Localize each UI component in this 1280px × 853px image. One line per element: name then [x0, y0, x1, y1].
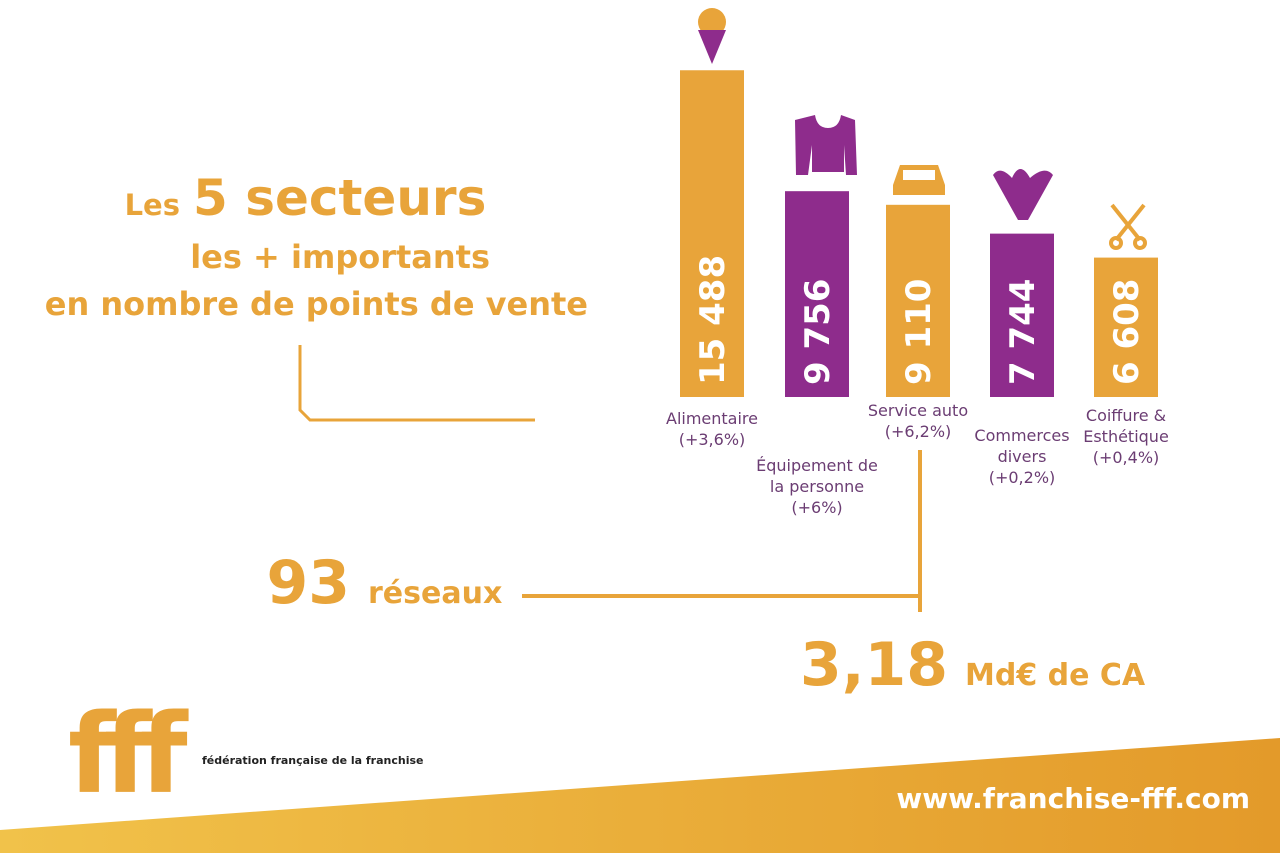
category-change: (+3,6%)	[678, 430, 746, 449]
sweater-icon	[795, 115, 857, 175]
title-lead: Les	[125, 188, 180, 222]
logo: fff	[68, 690, 189, 818]
organization-name: fédération française de la franchise	[202, 754, 423, 767]
category-label: Service auto (+6,2%)	[853, 400, 983, 442]
footer-band	[0, 738, 1280, 853]
ice-cream-icon	[698, 8, 726, 64]
value-label: 7 744	[1003, 279, 1043, 385]
category-label: Commerces divers (+0,2%)	[957, 425, 1087, 488]
bar	[886, 204, 950, 397]
bar	[1094, 257, 1158, 397]
bar	[680, 70, 744, 397]
stat-number: 3,18	[800, 630, 948, 700]
stat-unit: Md€ de CA	[965, 658, 1146, 693]
category-change: (+0,2%)	[988, 468, 1056, 487]
stat-number: 93	[267, 548, 351, 618]
category-name: Service auto	[867, 401, 969, 420]
category-label: Alimentaire (+3,6%)	[647, 408, 777, 450]
category-name: Coiffure & Esthétique	[1083, 406, 1169, 446]
title-bracket	[298, 345, 535, 422]
scissors-icon	[1109, 203, 1147, 250]
title-line: les + importants	[190, 238, 490, 276]
category-name: Équipement de la personne	[756, 456, 878, 496]
flowers-icon	[993, 169, 1053, 220]
category-name: Commerces divers	[974, 426, 1070, 466]
category-change: (+6%)	[791, 498, 843, 517]
title-line: en nombre de points de vente	[45, 285, 588, 323]
bar	[990, 233, 1054, 397]
category-change: (+0,4%)	[1092, 448, 1160, 467]
car-icon	[893, 165, 945, 195]
stat-unit: réseaux	[368, 576, 502, 611]
bar	[785, 191, 849, 397]
value-label: 9 756	[798, 279, 838, 385]
url[interactable]: www.franchise-fff.com	[896, 782, 1250, 815]
category-label: Coiffure & Esthétique (+0,4%)	[1061, 405, 1191, 468]
category-label: Équipement de la personne (+6%)	[752, 455, 882, 518]
category-name: Alimentaire	[666, 409, 758, 428]
category-change: (+6,2%)	[884, 422, 952, 441]
value-label: 9 110	[899, 279, 939, 385]
value-label: 6 608	[1107, 279, 1147, 385]
value-label: 15 488	[693, 255, 733, 385]
title-emphasis: 5 secteurs	[193, 169, 486, 227]
